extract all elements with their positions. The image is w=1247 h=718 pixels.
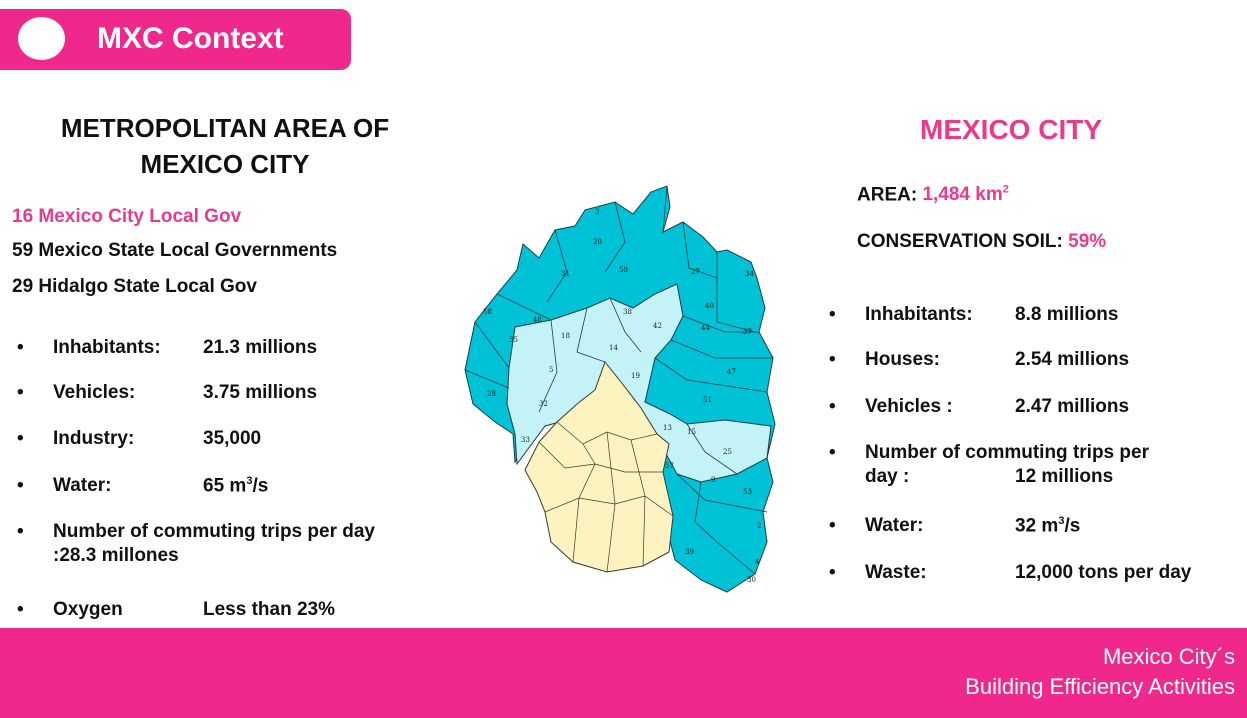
map-label: 38 xyxy=(623,308,632,316)
map-label: 47 xyxy=(727,368,736,376)
map-label: 48 xyxy=(533,316,542,324)
map-label: 51 xyxy=(703,396,712,404)
map-label: 39 xyxy=(685,548,694,556)
metropolitan-area-map: 3 20 31 59 27 34 58 48 18 35 38 42 40 44… xyxy=(464,185,776,593)
city-stat-waste: Waste: 12,000 tons per day xyxy=(829,562,1191,584)
map-label: 4 xyxy=(755,558,760,566)
metro-stat-oxygen: Oxygen Less than 23% xyxy=(17,599,335,621)
map-label: 32 xyxy=(539,400,548,408)
metropolitan-title-line1: METROPOLITAN AREA OF xyxy=(60,113,390,143)
map-label: 20 xyxy=(593,238,602,246)
map-label: 58 xyxy=(483,308,492,316)
map-label: 14 xyxy=(609,344,618,352)
map-label: 30 xyxy=(747,576,756,584)
map-label: 19 xyxy=(631,372,640,380)
city-stat-inhabitants: Inhabitants: 8.8 millions xyxy=(829,304,1118,326)
map-label: 33 xyxy=(521,436,530,444)
metropolitan-title: METROPOLITAN AREA OF MEXICO CITY xyxy=(12,110,438,182)
map-label: 25 xyxy=(723,448,732,456)
gov-mexico-state: 59 Mexico State Local Governments xyxy=(12,240,338,261)
footer-line2: Building Efficiency Activities xyxy=(965,674,1235,699)
metro-stat-water: Water: 65 m3/s xyxy=(17,475,269,497)
map-label: 42 xyxy=(653,322,662,330)
map-label: 31 xyxy=(561,270,570,278)
conservation-soil-stat: CONSERVATION SOIL: 59% xyxy=(857,231,1107,252)
mexico-city-title: MEXICO CITY xyxy=(920,114,1103,145)
map-label: 44 xyxy=(701,324,710,332)
metro-stat-industry: Industry: 35,000 xyxy=(17,428,261,450)
map-label: 53 xyxy=(743,488,752,496)
gov-hidalgo-state: 29 Hidalgo State Local Gov xyxy=(12,276,257,297)
city-stat-water: Water: 32 m3/s xyxy=(829,515,1081,537)
map-label: 37 xyxy=(743,328,752,336)
map-label: 2 xyxy=(757,522,761,530)
map-label: 28 xyxy=(487,390,496,398)
map-label: 9 xyxy=(711,476,715,484)
map-label: 27 xyxy=(691,268,700,276)
map-label: 5 xyxy=(549,366,553,374)
map-middle-region xyxy=(506,283,772,483)
gov-mexico-city: 16 Mexico City Local Gov xyxy=(12,206,242,227)
header-circle-icon xyxy=(18,17,65,60)
footer-text: Mexico City´s Building Efficiency Activi… xyxy=(965,642,1235,702)
area-stat: AREA: 1,484 km2 xyxy=(857,184,1009,206)
city-stat-vehicles: Vehicles : 2.47 millions xyxy=(829,396,1129,418)
map-label: 57 xyxy=(665,462,674,470)
footer-line1: Mexico City´s xyxy=(1102,644,1235,669)
map-label: 3 xyxy=(595,208,599,216)
metropolitan-title-line2: MEXICO CITY xyxy=(140,149,310,179)
map-label: 35 xyxy=(509,336,518,344)
map-labels: 3 20 31 59 27 34 58 48 18 35 38 42 40 44… xyxy=(483,208,761,584)
map-label: 40 xyxy=(705,302,714,310)
header-title: MXC Context xyxy=(97,22,284,55)
map-core-region xyxy=(524,360,674,573)
metro-stat-vehicles: Vehicles: 3.75 millions xyxy=(17,382,317,404)
map-label: 13 xyxy=(663,424,672,432)
map-label: 18 xyxy=(561,332,570,340)
city-stat-commuting: Number of commuting trips per day :12 mi… xyxy=(829,441,1149,489)
metro-stat-commuting: Number of commuting trips per day :28.3 … xyxy=(17,520,423,568)
metro-stat-inhabitants: Inhabitants: 21.3 millions xyxy=(17,337,317,359)
map-label: 59 xyxy=(619,266,628,274)
map-label: 34 xyxy=(745,270,754,278)
footer-bar: Mexico City´s Building Efficiency Activi… xyxy=(0,628,1247,718)
city-stat-houses: Houses: 2.54 millions xyxy=(829,349,1129,371)
map-label: 15 xyxy=(687,428,696,436)
